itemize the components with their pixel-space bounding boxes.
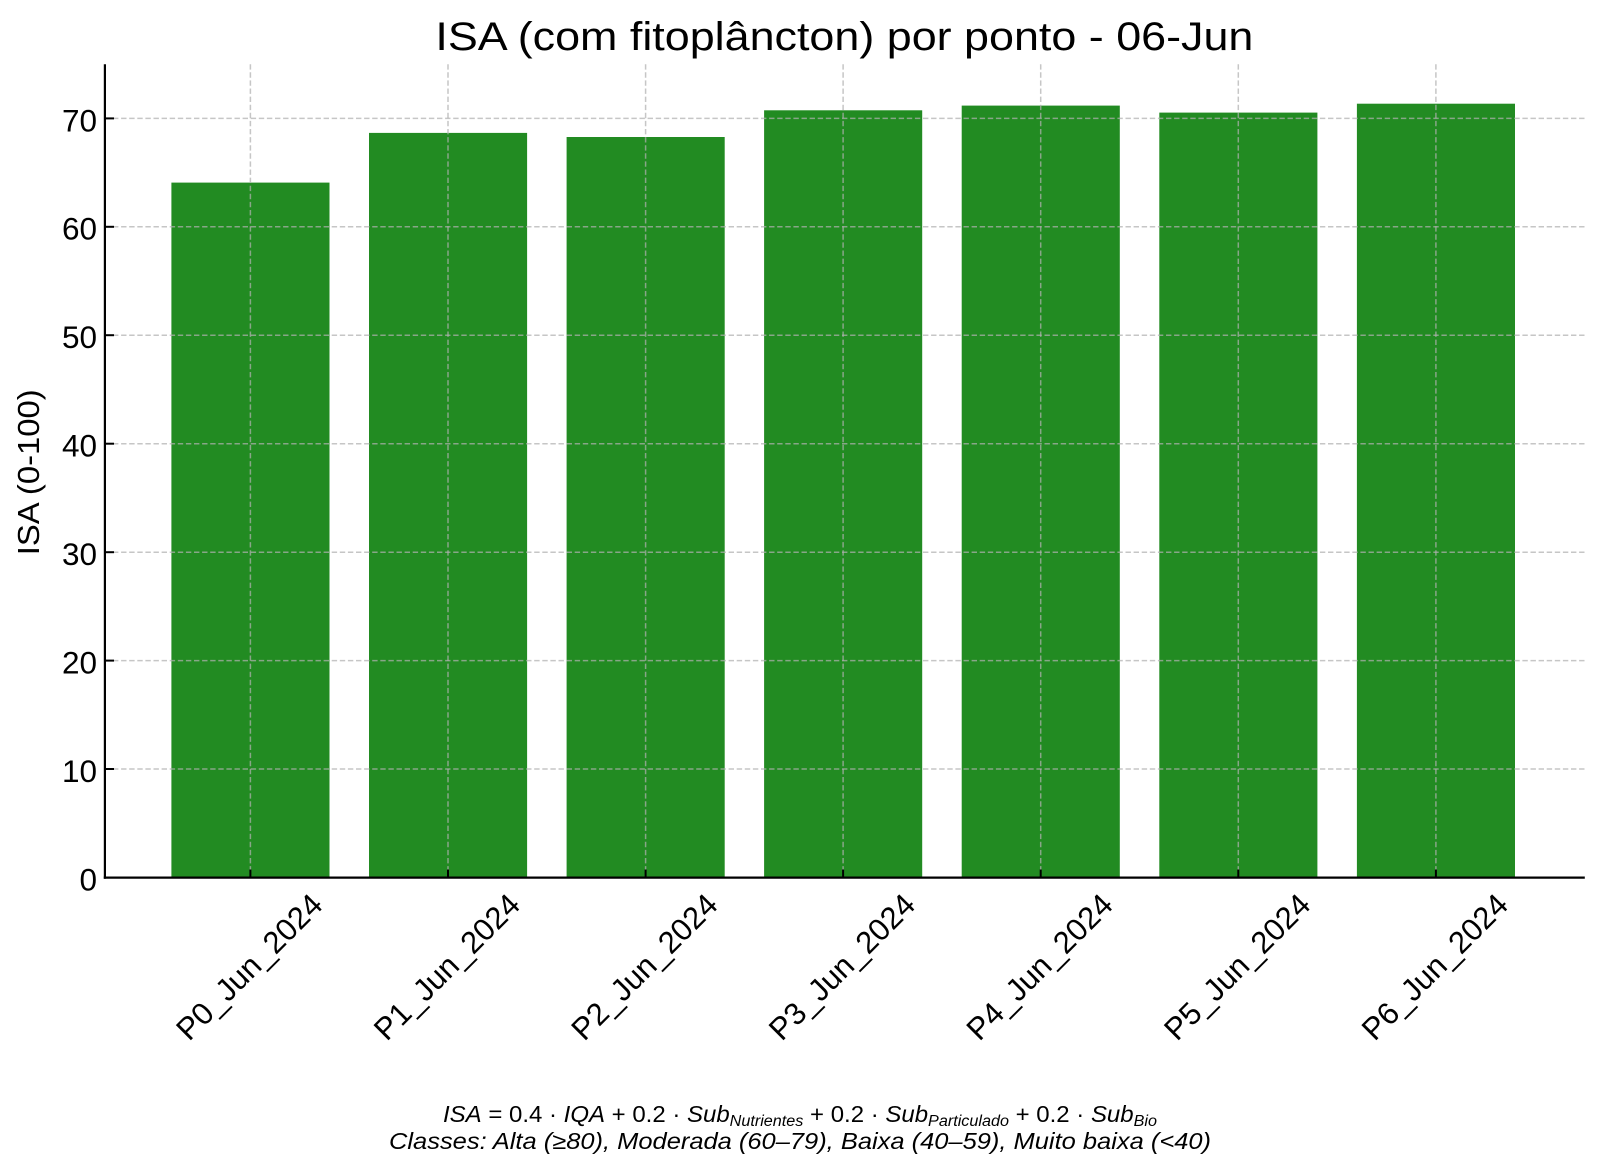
svg-text:P3_Jun_2024: P3_Jun_2024 <box>762 887 922 1047</box>
svg-text:ISA (com fitoplâncton) por pon: ISA (com fitoplâncton) por ponto - 06-Ju… <box>435 15 1253 59</box>
svg-text:20: 20 <box>62 645 97 681</box>
svg-text:P2_Jun_2024: P2_Jun_2024 <box>565 887 725 1047</box>
svg-text:40: 40 <box>62 428 97 464</box>
svg-text:P1_Jun_2024: P1_Jun_2024 <box>367 887 527 1047</box>
svg-text:Classes: Alta (≥80), Moderada: Classes: Alta (≥80), Moderada (60–79), B… <box>389 1128 1211 1154</box>
svg-text:P5_Jun_2024: P5_Jun_2024 <box>1157 887 1317 1047</box>
svg-text:P0_Jun_2024: P0_Jun_2024 <box>169 887 329 1047</box>
svg-text:30: 30 <box>62 536 97 572</box>
svg-text:P4_Jun_2024: P4_Jun_2024 <box>960 887 1120 1047</box>
svg-text:10: 10 <box>62 753 97 789</box>
svg-text:70: 70 <box>62 102 97 138</box>
svg-text:ISA (0-100): ISA (0-100) <box>11 389 46 555</box>
svg-text:50: 50 <box>62 319 97 355</box>
svg-text:P6_Jun_2024: P6_Jun_2024 <box>1355 887 1515 1047</box>
svg-text:0: 0 <box>79 861 97 897</box>
svg-text:60: 60 <box>62 211 97 247</box>
